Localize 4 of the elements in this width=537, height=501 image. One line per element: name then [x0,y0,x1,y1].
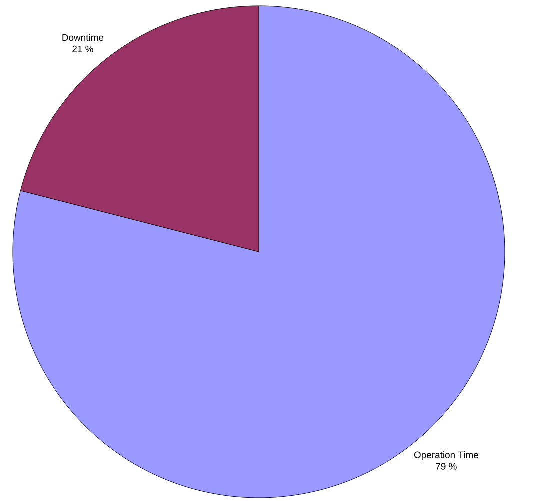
data-label: 79 % [436,463,457,470]
data-label: 21 % [72,46,94,53]
slice-label: Downtime [62,34,104,42]
slice-label: Operation Time [414,451,478,460]
